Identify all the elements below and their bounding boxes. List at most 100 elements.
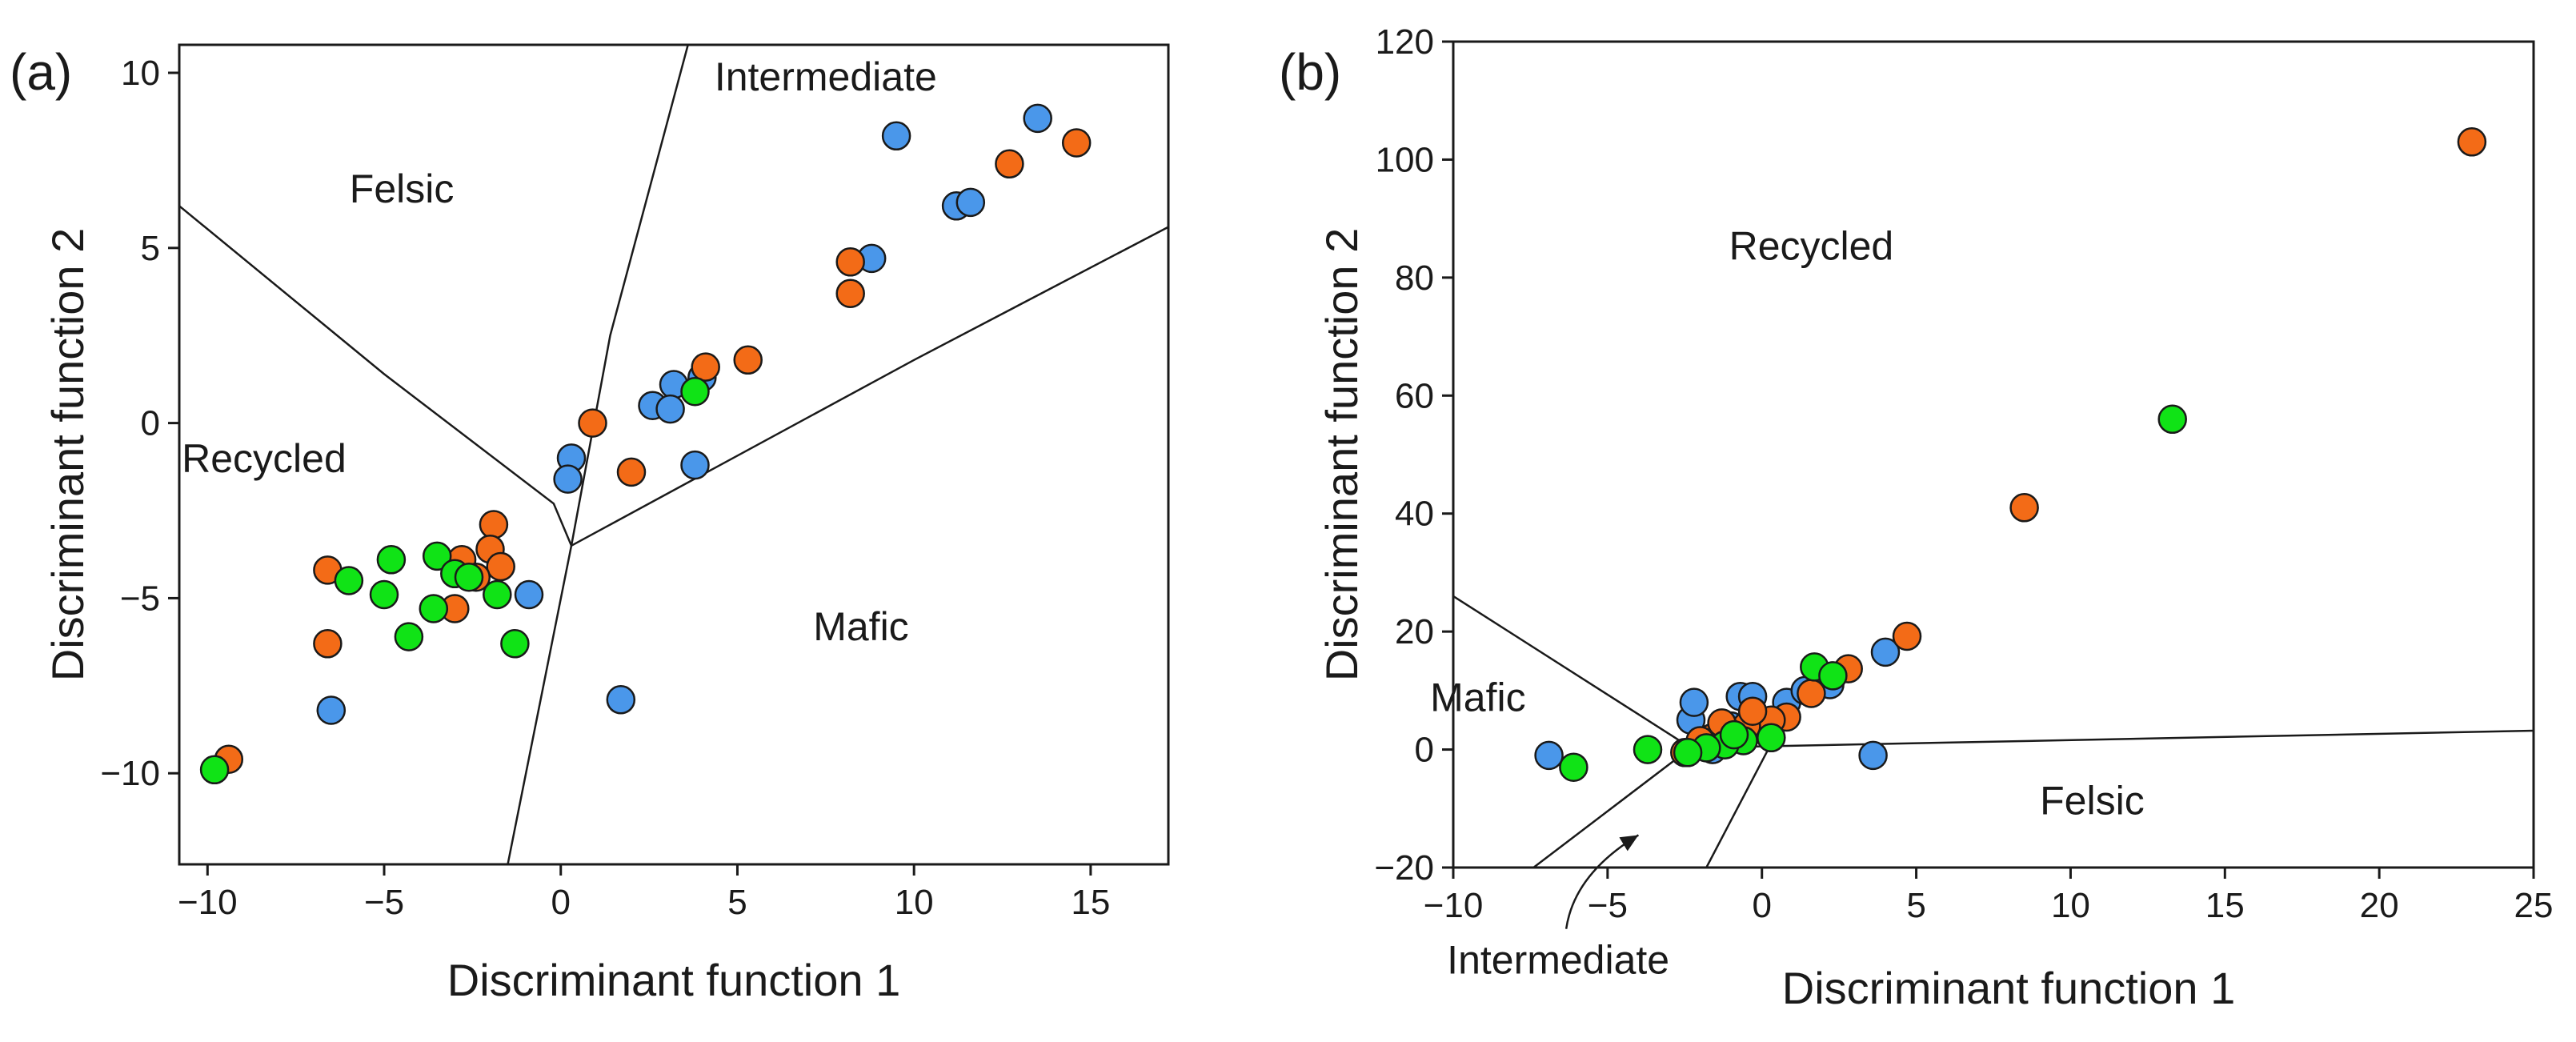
orange-point — [1892, 621, 1922, 651]
green-point — [1818, 661, 1848, 691]
boundary-line-3 — [571, 226, 1169, 547]
region-labels: Recycled Mafic Felsic — [1430, 224, 2145, 824]
orange-point — [733, 345, 763, 375]
region-label-mafic: Mafic — [813, 604, 908, 649]
x-tick-label: 0 — [551, 883, 571, 922]
annotation-arrowhead — [1619, 835, 1639, 852]
data-points — [199, 103, 1092, 785]
region-label-felsic: Felsic — [2040, 779, 2145, 824]
intermediate-annotation: Intermediate — [1447, 834, 1669, 983]
panel-label: (a) — [10, 43, 72, 101]
plot-frame — [178, 43, 1170, 866]
y-tick-label: 120 — [1376, 22, 1434, 62]
x-axis-title: Discriminant function 1 — [447, 955, 900, 1005]
panel-a: (a) Felsic Intermediate Recycled Mafic −10 −… — [10, 43, 1170, 1005]
x-tick-label: 15 — [1071, 883, 1110, 922]
blue-point — [514, 579, 544, 610]
x-tick-label: 10 — [2051, 886, 2090, 925]
green-point — [680, 376, 710, 407]
x-tick-label: −5 — [1588, 886, 1628, 925]
x-tick-label: 5 — [1906, 886, 1925, 925]
orange-point — [835, 279, 865, 308]
y-tick-label: 40 — [1395, 495, 1434, 534]
y-tick-label: −20 — [1374, 848, 1434, 888]
green-point — [1559, 752, 1588, 782]
y-tick-label: 0 — [141, 404, 160, 443]
y-tick-label: −10 — [100, 754, 160, 793]
y-tick-label: 10 — [121, 54, 160, 93]
region-label-felsic: Felsic — [350, 166, 455, 211]
boundary-line-4 — [1705, 743, 1773, 868]
annotation-label: Intermediate — [1447, 938, 1669, 983]
panel-label: (b) — [1279, 43, 1341, 101]
x-tick-label: −5 — [364, 883, 404, 922]
y-tick-label: 20 — [1395, 612, 1434, 651]
green-point — [1633, 735, 1663, 764]
orange-point — [313, 629, 343, 659]
boundary-line-2 — [1690, 729, 2534, 749]
y-tick-label: 80 — [1395, 258, 1434, 298]
green-point — [376, 545, 407, 575]
region-label-recycled: Recycled — [1729, 224, 1894, 269]
region-label-recycled: Recycled — [182, 436, 347, 481]
blue-point — [316, 695, 347, 725]
orange-point — [479, 510, 509, 539]
green-point — [394, 622, 424, 651]
green-point — [454, 562, 484, 592]
x-axis-title: Discriminant function 1 — [1782, 963, 2235, 1013]
x-tick-label: 20 — [2360, 886, 2399, 925]
boundary-line-4 — [507, 545, 573, 865]
x-tick-label: 15 — [2205, 886, 2245, 925]
blue-point — [680, 450, 710, 480]
y-axis-title: Discriminant function 2 — [1316, 228, 1367, 681]
green-point — [483, 579, 512, 610]
orange-point — [835, 247, 865, 277]
green-point — [369, 579, 399, 610]
green-point — [334, 566, 364, 595]
orange-point — [995, 149, 1024, 179]
y-tick-label: 60 — [1395, 376, 1434, 415]
y-tick-label: 5 — [141, 229, 160, 268]
blue-point — [1679, 687, 1709, 717]
orange-point — [691, 352, 720, 382]
boundary-line-1 — [1452, 595, 1692, 749]
green-point — [500, 629, 530, 659]
boundary-line-2 — [570, 44, 689, 547]
y-axis-title: Discriminant function 2 — [42, 228, 93, 681]
orange-point — [486, 551, 515, 582]
region-label-intermediate: Intermediate — [715, 54, 937, 99]
orange-point — [1737, 696, 1768, 726]
region-boundaries — [178, 44, 1169, 865]
data-points — [1534, 127, 2487, 782]
blue-point — [955, 187, 986, 218]
orange-point — [578, 408, 607, 438]
orange-point — [616, 457, 647, 487]
region-labels: Felsic Intermediate Recycled Mafic — [182, 54, 937, 649]
x-tick-label: 10 — [895, 883, 934, 922]
blue-point — [1023, 103, 1052, 134]
blue-point — [606, 685, 636, 715]
green-point — [1719, 719, 1749, 750]
x-tick-label: −10 — [178, 883, 238, 922]
green-point — [1673, 738, 1703, 767]
blue-point — [655, 394, 685, 424]
boundary-line-1 — [178, 205, 573, 547]
y-tick-label: 0 — [1415, 731, 1434, 770]
boundary-line-3 — [1532, 747, 1692, 868]
green-point — [422, 541, 452, 571]
green-point — [1757, 723, 1786, 753]
blue-point — [881, 121, 911, 151]
axis-ticks: −10 −5 0 5 10 15 −10 −5 0 5 10 — [100, 54, 1110, 922]
y-tick-label: −5 — [120, 579, 160, 618]
region-boundaries — [1452, 595, 2534, 868]
y-tick-label: 100 — [1376, 140, 1434, 179]
green-point — [419, 594, 449, 623]
green-point — [199, 755, 230, 785]
x-tick-label: −10 — [1424, 886, 1484, 925]
panel-b: (b) Intermediate Recycled Mafic Felsic −10… — [1279, 22, 2553, 1013]
blue-point — [553, 464, 583, 494]
blue-point — [1870, 637, 1901, 667]
axis-ticks: −10 −5 0 5 10 15 20 25 −20 0 20 40 60 80 100 120 — [1374, 22, 2553, 925]
green-point — [2157, 404, 2187, 435]
